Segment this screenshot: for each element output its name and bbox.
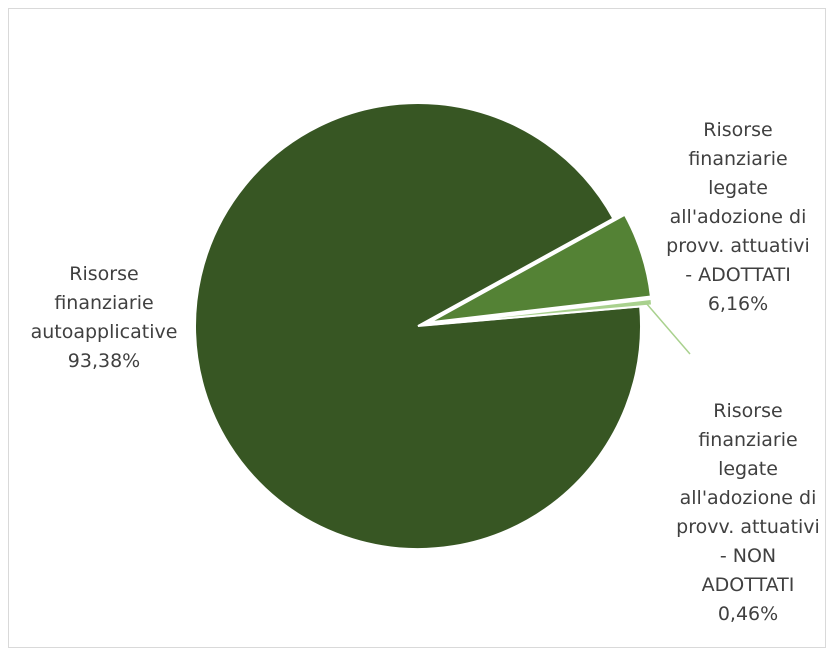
label-non-adottati-line: legate	[718, 458, 778, 480]
label-non-adottati-line: Risorse	[713, 400, 783, 422]
label-non-adottati-line: - NON	[719, 545, 777, 567]
label-autoapplicative: Risorse finanziarie autoapplicative 93,3…	[14, 260, 194, 376]
label-adottati-line: Risorse	[703, 119, 773, 141]
label-autoapplicative-line: Risorse	[69, 263, 139, 285]
label-non-adottati-line: finanziarie	[698, 429, 798, 451]
label-non-adottati-line: ADOTTATI	[701, 574, 795, 596]
pie-slices	[194, 102, 691, 550]
label-non-adottati: Risorse finanziarie legate all'adozione …	[658, 397, 834, 629]
label-adottati-line: all'adozione di	[669, 206, 807, 228]
leader-line-non-adottati	[645, 302, 691, 355]
label-non-adottati-line: all'adozione di	[679, 487, 817, 509]
label-adottati-line: provv. attuativi	[666, 235, 810, 257]
slice-adottati	[428, 213, 653, 324]
label-adottati: Risorse finanziarie legate all'adozione …	[648, 116, 828, 319]
slice-non-adottati	[429, 297, 654, 326]
label-autoapplicative-value: 93,38%	[67, 350, 141, 372]
label-adottati-line: legate	[708, 177, 768, 199]
slice-autoapplicative	[194, 102, 642, 550]
label-adottati-line: finanziarie	[688, 148, 788, 170]
label-non-adottati-line: provv. attuativi	[676, 516, 820, 538]
label-non-adottati-value: 0,46%	[717, 603, 779, 625]
label-adottati-line: - ADOTTATI	[685, 264, 791, 286]
label-autoapplicative-line: autoapplicative	[30, 321, 178, 343]
label-adottati-value: 6,16%	[707, 293, 769, 315]
label-autoapplicative-line: finanziarie	[54, 292, 154, 314]
pie-chart	[194, 102, 691, 550]
